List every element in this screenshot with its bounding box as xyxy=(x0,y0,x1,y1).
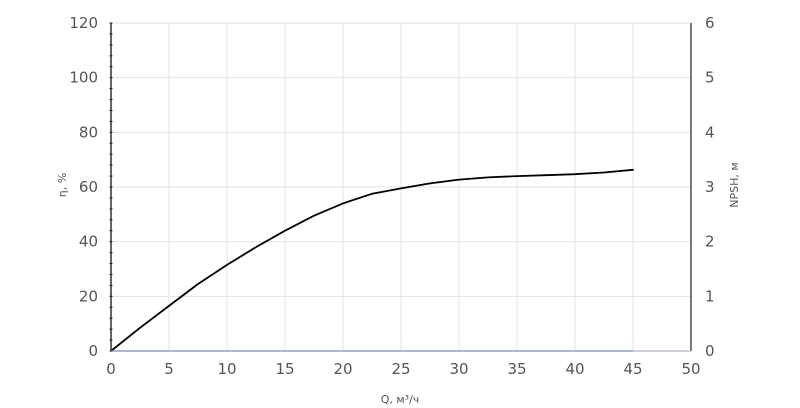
x-tick-label: 40 xyxy=(565,360,584,378)
x-axis-label: Q, м³/ч xyxy=(381,393,420,406)
y-right-tick-label: 2 xyxy=(705,233,715,251)
x-tick-label: 25 xyxy=(391,360,410,378)
y-right-tick-label: 5 xyxy=(705,69,715,87)
tick-labels: 0 5 10 15 20 25 30 35 40 45 5002040608010012001234… xyxy=(69,14,714,378)
x-tick-label: 45 xyxy=(623,360,642,378)
y-left-tick-label: 100 xyxy=(69,69,98,87)
y-left-tick-label: 120 xyxy=(69,14,98,32)
x-tick-label: 50 xyxy=(681,360,700,378)
efficiency-series-line xyxy=(110,168,634,352)
y-axis-left-label: η, % xyxy=(56,173,69,197)
grid xyxy=(111,22,691,351)
y-right-tick-label: 1 xyxy=(705,287,715,305)
x-tick-label: 35 xyxy=(507,360,526,378)
y-left-tick-label: 60 xyxy=(79,178,98,196)
y-right-tick-label: 4 xyxy=(705,123,715,141)
y-left-tick-label: 80 xyxy=(79,123,98,141)
x-tick-label: 10 xyxy=(217,360,236,378)
x-tick-label: 15 xyxy=(275,360,294,378)
y-right-tick-label: 3 xyxy=(705,178,715,196)
y-left-tick-label: 0 xyxy=(88,342,98,360)
series-layer xyxy=(110,168,634,352)
y-right-tick-label: 0 xyxy=(705,342,715,360)
y-right-tick-label: 6 xyxy=(705,14,715,32)
y-axis-right-label: NPSH, м xyxy=(728,162,741,207)
x-tick-label: 5 xyxy=(164,360,174,378)
y-left-tick-label: 20 xyxy=(79,287,98,305)
x-tick-label: 30 xyxy=(449,360,468,378)
x-tick-label: 0 xyxy=(106,360,116,378)
y-left-tick-label: 40 xyxy=(79,233,98,251)
x-tick-label: 20 xyxy=(333,360,352,378)
